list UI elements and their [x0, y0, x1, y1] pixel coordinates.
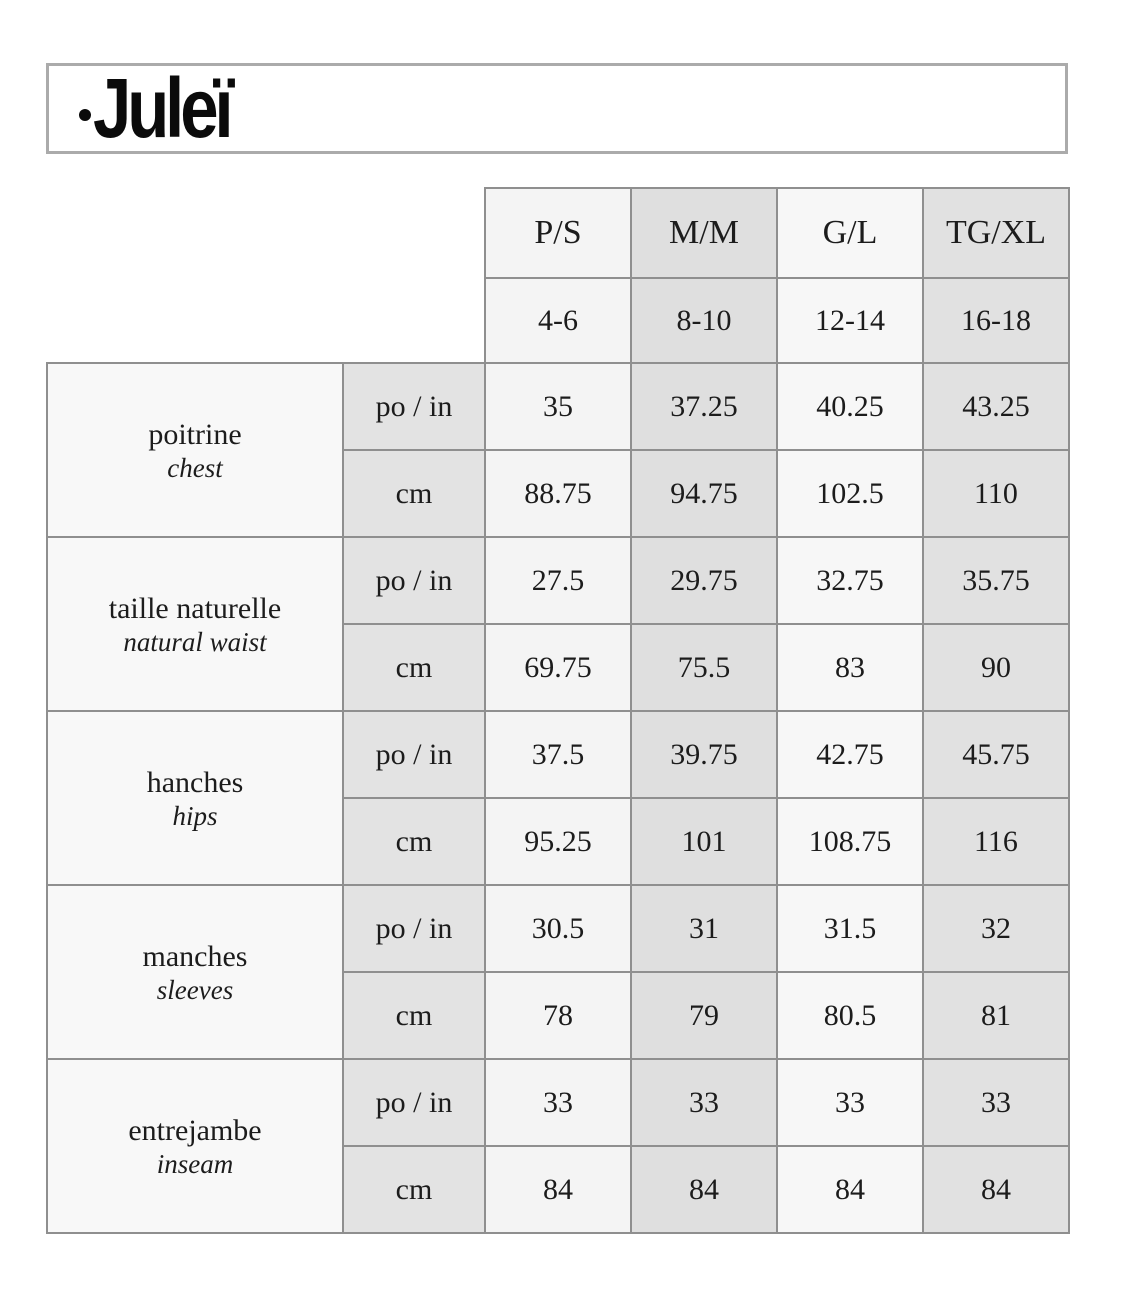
value-cell: 75.5 [630, 623, 778, 712]
value-cell: 35 [484, 362, 632, 451]
value-cell: 110 [922, 449, 1070, 538]
value-cell: 84 [776, 1145, 924, 1234]
measurement-name-en: inseam [156, 1149, 234, 1179]
unit-cell: po / in [342, 536, 486, 625]
size-header-cell: TG/XL [922, 187, 1070, 279]
measurement-name-fr: poitrine [148, 418, 242, 451]
header-spacer [47, 278, 485, 363]
unit-cell: cm [342, 971, 486, 1060]
value-cell: 84 [922, 1145, 1070, 1234]
brand-logo-text: Juleï [93, 61, 234, 155]
measurement-label-cell: taille naturelle natural waist [46, 536, 344, 712]
measurement-name-fr: taille naturelle [108, 592, 282, 625]
size-range-cell: 4-6 [484, 277, 632, 364]
measurement-name-en: hips [172, 801, 218, 831]
size-range-cell: 12-14 [776, 277, 924, 364]
measurement-name-en: chest [167, 453, 223, 483]
value-cell: 94.75 [630, 449, 778, 538]
value-cell: 102.5 [776, 449, 924, 538]
unit-cell: cm [342, 449, 486, 538]
value-cell: 108.75 [776, 797, 924, 886]
measurement-name-fr: hanches [146, 766, 244, 799]
value-cell: 45.75 [922, 710, 1070, 799]
measurement-name-en: natural waist [123, 627, 267, 657]
size-chart-table: P/S M/M G/L TG/XL 4-6 8-10 12-14 16-18 p… [46, 187, 1070, 1234]
value-cell: 88.75 [484, 449, 632, 538]
value-cell: 95.25 [484, 797, 632, 886]
value-cell: 42.75 [776, 710, 924, 799]
unit-cell: po / in [342, 884, 486, 973]
value-cell: 37.25 [630, 362, 778, 451]
size-header-cell: G/L [776, 187, 924, 279]
measurement-label-cell: entrejambe inseam [46, 1058, 344, 1234]
value-cell: 84 [630, 1145, 778, 1234]
unit-cell: cm [342, 797, 486, 886]
value-cell: 79 [630, 971, 778, 1060]
value-cell: 116 [922, 797, 1070, 886]
value-cell: 33 [776, 1058, 924, 1147]
value-cell: 101 [630, 797, 778, 886]
size-header-cell: M/M [630, 187, 778, 279]
value-cell: 90 [922, 623, 1070, 712]
value-cell: 81 [922, 971, 1070, 1060]
unit-cell: po / in [342, 710, 486, 799]
logo-dot-icon [79, 109, 91, 121]
value-cell: 27.5 [484, 536, 632, 625]
value-cell: 39.75 [630, 710, 778, 799]
value-cell: 80.5 [776, 971, 924, 1060]
measurement-label-cell: poitrine chest [46, 362, 344, 538]
size-range-cell: 16-18 [922, 277, 1070, 364]
value-cell: 35.75 [922, 536, 1070, 625]
unit-cell: po / in [342, 362, 486, 451]
value-cell: 29.75 [630, 536, 778, 625]
value-cell: 32.75 [776, 536, 924, 625]
size-range-cell: 8-10 [630, 277, 778, 364]
unit-cell: cm [342, 1145, 486, 1234]
value-cell: 31.5 [776, 884, 924, 973]
measurement-name-fr: entrejambe [128, 1114, 262, 1147]
measurement-name-en: sleeves [156, 975, 234, 1005]
value-cell: 37.5 [484, 710, 632, 799]
header-spacer [47, 188, 485, 278]
value-cell: 43.25 [922, 362, 1070, 451]
measurement-label-cell: manches sleeves [46, 884, 344, 1060]
value-cell: 69.75 [484, 623, 632, 712]
value-cell: 33 [630, 1058, 778, 1147]
value-cell: 33 [484, 1058, 632, 1147]
measurement-label-cell: hanches hips [46, 710, 344, 886]
brand-logo-box: Juleï [46, 63, 1068, 154]
measurement-name-fr: manches [142, 940, 248, 973]
size-header-cell: P/S [484, 187, 632, 279]
value-cell: 78 [484, 971, 632, 1060]
value-cell: 40.25 [776, 362, 924, 451]
value-cell: 32 [922, 884, 1070, 973]
value-cell: 33 [922, 1058, 1070, 1147]
unit-cell: po / in [342, 1058, 486, 1147]
value-cell: 31 [630, 884, 778, 973]
unit-cell: cm [342, 623, 486, 712]
value-cell: 83 [776, 623, 924, 712]
value-cell: 84 [484, 1145, 632, 1234]
value-cell: 30.5 [484, 884, 632, 973]
